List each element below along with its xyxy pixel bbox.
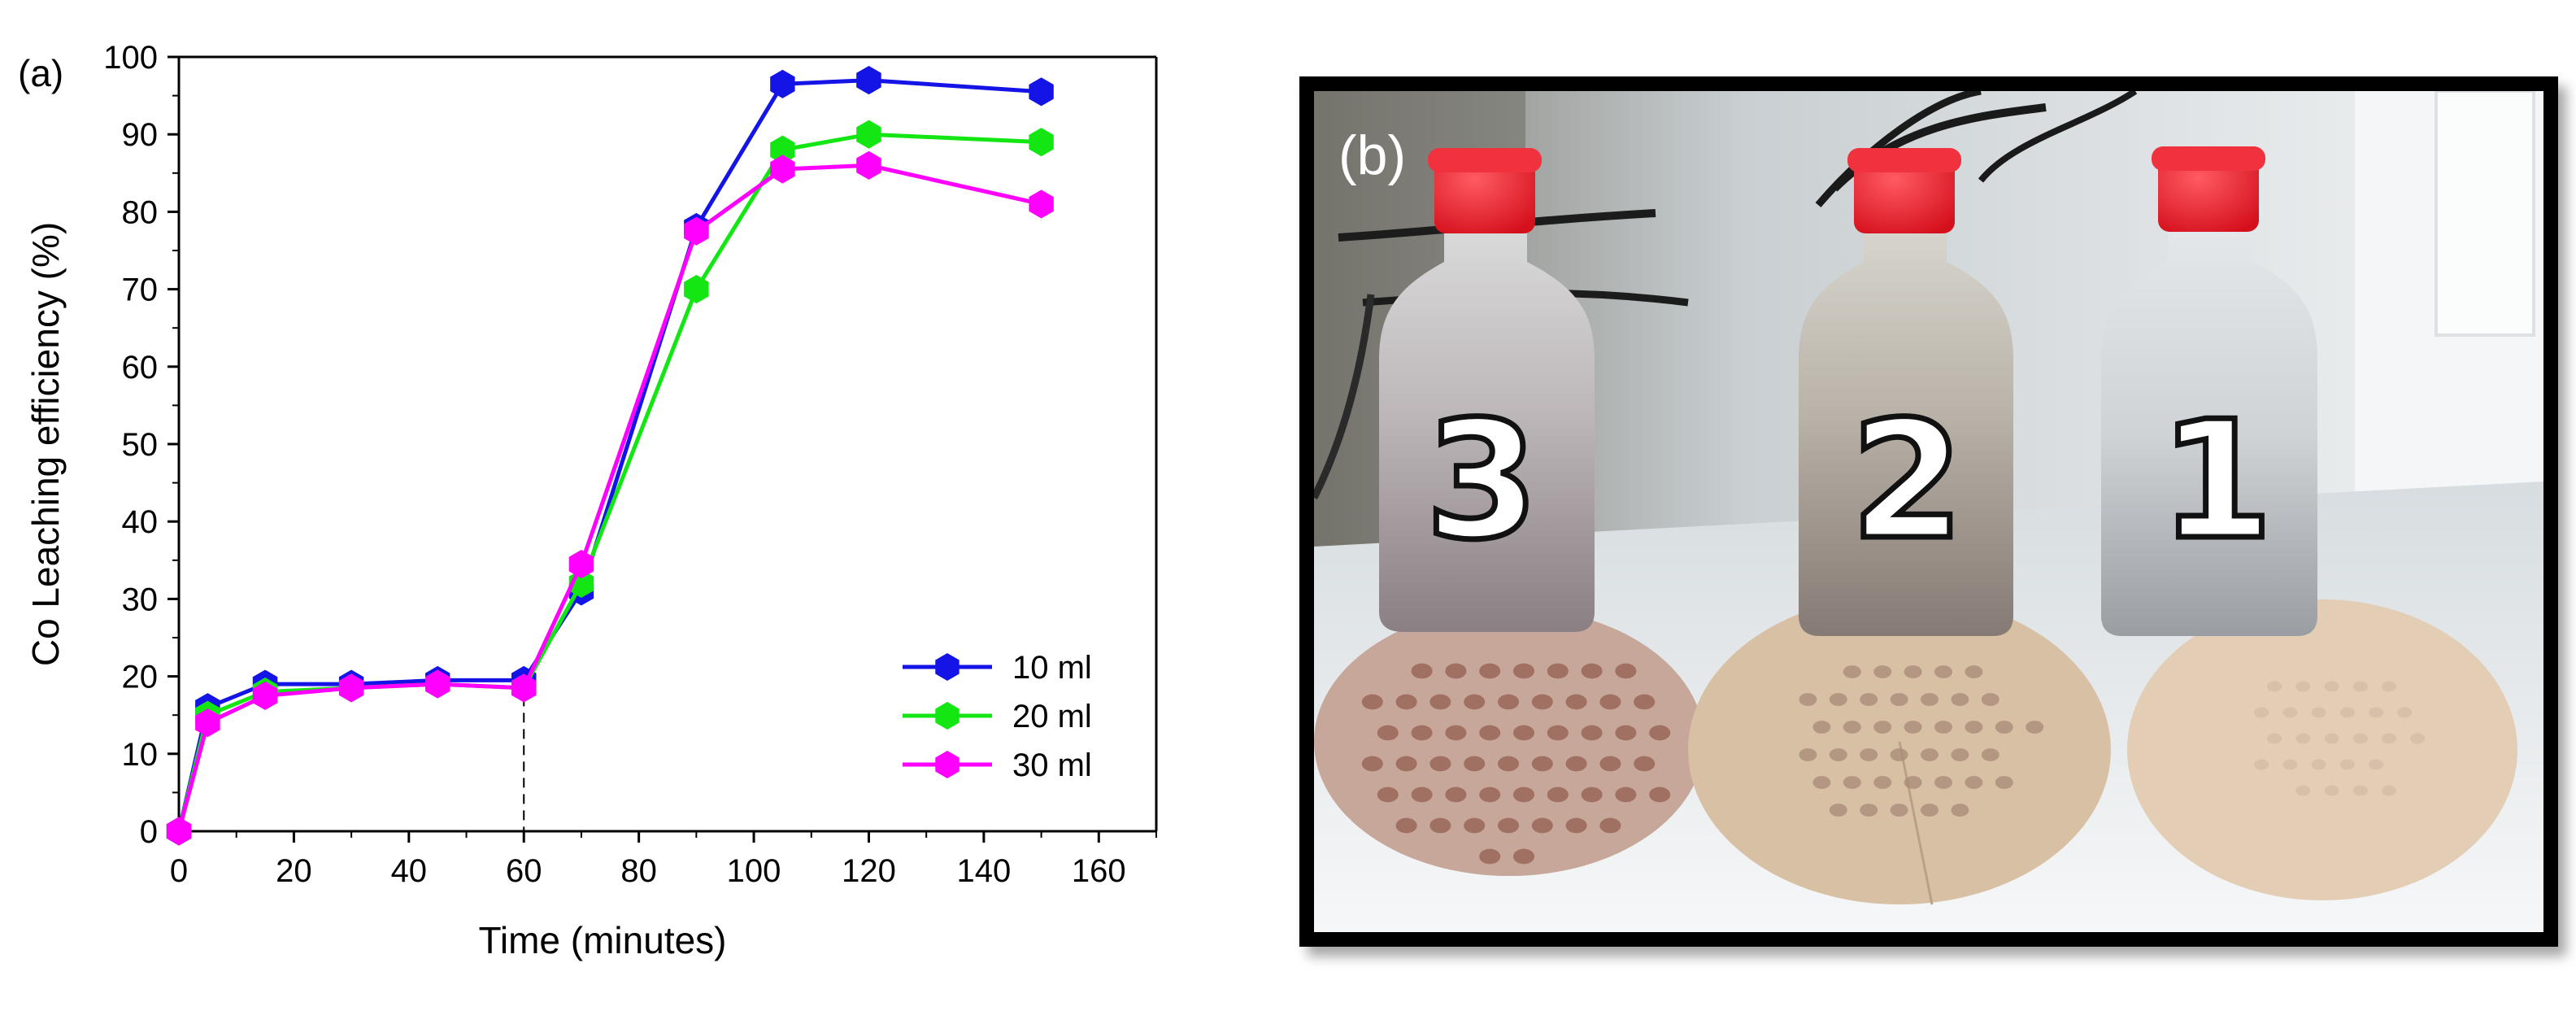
x-tick-label: 160 xyxy=(1072,853,1126,889)
y-tick-label: 30 xyxy=(122,582,159,617)
bottles-photo xyxy=(1314,91,2543,932)
y-tick-label: 50 xyxy=(122,427,159,463)
x-tick-label: 20 xyxy=(276,853,312,889)
y-tick-label: 80 xyxy=(122,194,159,230)
y-tick-label: 0 xyxy=(140,814,158,850)
bottle-3 xyxy=(1379,148,1595,632)
series-10-ml xyxy=(166,66,1054,846)
series-line xyxy=(176,78,1042,832)
photo-panel: (b) 3 2 1 xyxy=(1299,76,2558,947)
bottle-2 xyxy=(1799,148,2013,636)
data-point xyxy=(770,155,795,184)
y-tick-label: 90 xyxy=(122,117,159,153)
data-point xyxy=(1029,128,1054,157)
legend-marker xyxy=(935,702,959,730)
data-point xyxy=(252,681,278,710)
bottle-number-3: 3 xyxy=(1422,386,1541,576)
data-point xyxy=(1029,190,1054,219)
legend-label: 20 ml xyxy=(1012,699,1092,734)
y-tick-label: 100 xyxy=(103,40,158,76)
y-tick-label: 40 xyxy=(122,504,159,540)
y-tick-label: 70 xyxy=(122,272,159,308)
data-point xyxy=(511,673,537,703)
data-point xyxy=(770,69,795,98)
panel-label-a: (a) xyxy=(18,52,63,94)
x-tick-label: 100 xyxy=(727,853,781,889)
y-tick-label: 60 xyxy=(122,350,159,386)
bottle-number-2: 2 xyxy=(1847,386,1966,576)
x-tick-label: 0 xyxy=(170,853,188,889)
data-point xyxy=(166,817,192,846)
legend-label: 10 ml xyxy=(1012,650,1092,686)
y-axis-label: Co Leaching efficiency (%) xyxy=(24,222,67,666)
data-point xyxy=(770,135,795,164)
series-30-ml xyxy=(166,150,1054,846)
data-point xyxy=(856,120,881,149)
bottle-1 xyxy=(2101,146,2317,636)
data-point xyxy=(338,673,364,703)
x-tick-label: 120 xyxy=(842,853,896,889)
x-tick-label: 60 xyxy=(506,853,542,889)
legend-marker xyxy=(935,653,959,681)
x-tick-label: 40 xyxy=(391,853,428,889)
leaching-chart: 0 10 20 30 40 50 60 70 80 90 100 0 20 40 60 80 100 120 140… xyxy=(18,40,1158,961)
x-tick-label: 140 xyxy=(957,853,1012,889)
data-point xyxy=(1029,77,1054,107)
bottle-number-1: 1 xyxy=(2156,386,2275,576)
data-point xyxy=(684,275,709,304)
panel-label-b: (b) xyxy=(1338,124,1407,186)
y-tick-label: 10 xyxy=(122,737,159,773)
data-point xyxy=(684,216,709,246)
legend-marker xyxy=(935,751,959,778)
data-point xyxy=(856,66,881,95)
y-tick-label: 20 xyxy=(122,660,159,695)
x-tick-label: 80 xyxy=(620,853,657,889)
legend: 10 ml 20 ml 30 ml xyxy=(903,650,1092,783)
data-point xyxy=(425,669,450,699)
legend-label: 30 ml xyxy=(1012,747,1092,783)
data-point xyxy=(568,550,594,579)
data-point xyxy=(856,150,881,180)
x-axis-label: Time (minutes) xyxy=(479,919,727,961)
data-point xyxy=(195,708,220,738)
